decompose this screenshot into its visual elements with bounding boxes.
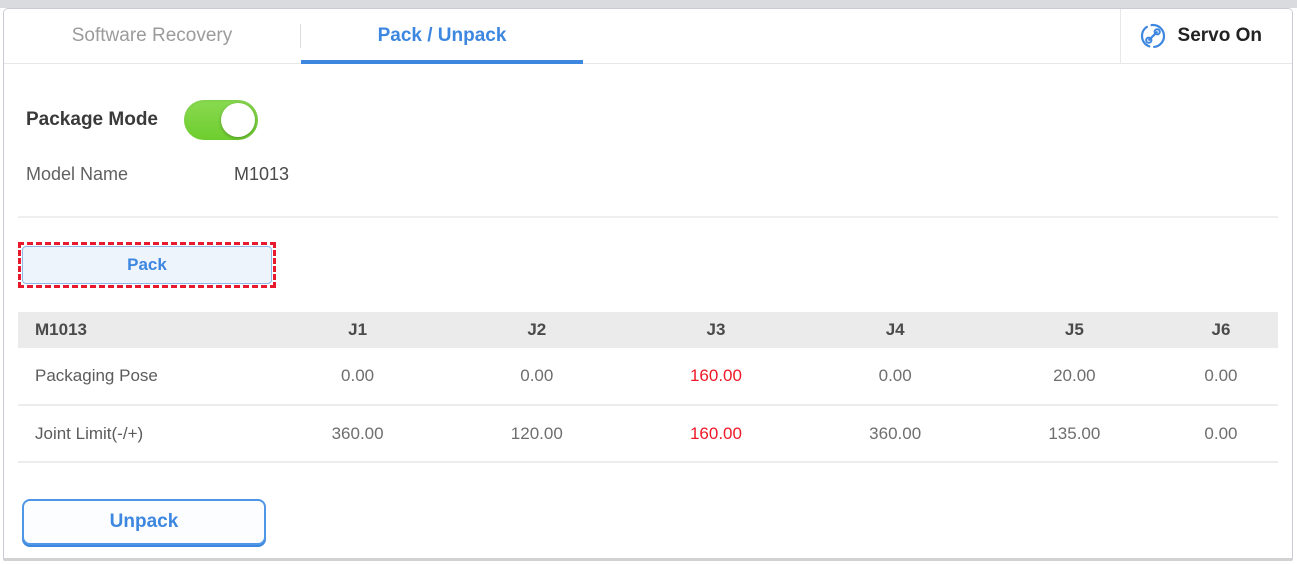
cell-value: 360.00 (805, 405, 985, 463)
tab-software-recovery-label: Software Recovery (71, 25, 233, 46)
cell-value: 20.00 (984, 348, 1164, 406)
joint-table-header-row: M1013 J1 J2 J3 J4 J5 J6 (18, 312, 1278, 348)
column-header-j2: J2 (447, 312, 627, 348)
header-spacer (583, 9, 1120, 63)
servo-section-divider (1119, 9, 1121, 63)
cell-value: 0.00 (447, 348, 627, 406)
header-bar: Software Recovery Pack / Unpack Servo On (4, 9, 1292, 64)
column-header-j3: J3 (626, 312, 806, 348)
package-mode-toggle[interactable] (184, 100, 258, 140)
model-name-row: Model Name M1013 (26, 160, 1278, 188)
active-tab-underline (301, 60, 583, 64)
column-header-j4: J4 (805, 312, 985, 348)
package-mode-label: Package Mode (26, 109, 158, 130)
row-label: Packaging Pose (18, 348, 268, 406)
servo-link-icon (1139, 22, 1167, 50)
cell-value: 120.00 (447, 405, 627, 463)
cell-value: 0.00 (805, 348, 985, 406)
pack-button[interactable]: Pack (22, 246, 272, 284)
window-top-strip (0, 0, 1297, 8)
cell-value: 0.00 (1163, 348, 1278, 406)
servo-on-label: Servo On (1177, 25, 1262, 46)
unpack-button[interactable]: Unpack (22, 499, 266, 545)
tab-divider (300, 24, 301, 48)
model-name-value: M1013 (234, 163, 290, 184)
table-row-joint-limit: Joint Limit(-/+) 360.00 120.00 160.00 36… (18, 405, 1278, 463)
joint-table: M1013 J1 J2 J3 J4 J5 J6 Packaging Pose 0… (18, 312, 1278, 463)
column-header-j1: J1 (268, 312, 448, 348)
cell-value: 0.00 (1163, 405, 1278, 463)
column-header-model: M1013 (18, 312, 268, 348)
column-header-j6: J6 (1163, 312, 1278, 348)
table-row-packaging-pose: Packaging Pose 0.00 0.00 160.00 0.00 20.… (18, 348, 1278, 406)
cell-value: 360.00 (268, 405, 448, 463)
cell-value: 0.00 (268, 348, 448, 406)
package-mode-row: Package Mode (26, 100, 1278, 140)
toggle-knob (221, 103, 255, 137)
pack-highlight-annotation: Pack (18, 242, 276, 288)
cell-value: 135.00 (984, 405, 1164, 463)
column-header-j5: J5 (984, 312, 1164, 348)
cell-value-highlighted: 160.00 (626, 405, 806, 463)
tab-pack-unpack-label: Pack / Unpack (377, 25, 507, 46)
servo-on-button[interactable]: Servo On (1120, 9, 1292, 63)
tab-pack-unpack[interactable]: Pack / Unpack (301, 9, 583, 64)
pack-unpack-panel: Software Recovery Pack / Unpack Servo On… (3, 8, 1293, 561)
model-name-label: Model Name (26, 163, 129, 184)
section-separator (18, 216, 1278, 218)
content-area: Package Mode Model Name M1013 Pack M1013… (4, 100, 1292, 545)
tab-software-recovery[interactable]: Software Recovery (4, 9, 300, 63)
cell-value-highlighted: 160.00 (626, 348, 806, 406)
row-label: Joint Limit(-/+) (18, 405, 268, 463)
